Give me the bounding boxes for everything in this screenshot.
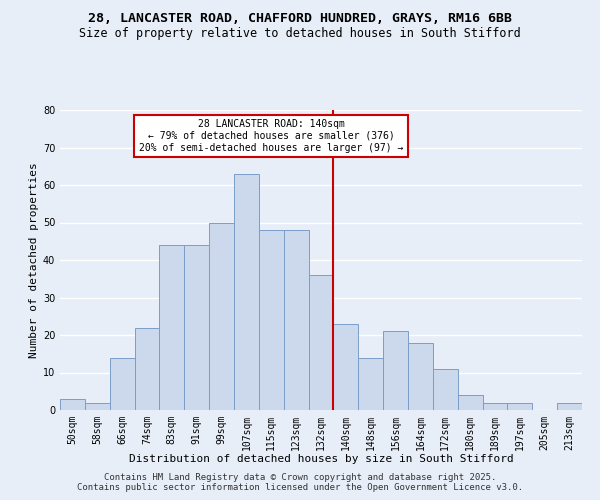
Bar — [110, 358, 134, 410]
Bar — [184, 245, 209, 410]
Bar — [85, 402, 110, 410]
Bar — [209, 222, 234, 410]
Y-axis label: Number of detached properties: Number of detached properties — [29, 162, 38, 358]
Bar — [408, 342, 433, 410]
Bar — [557, 402, 582, 410]
Bar — [358, 358, 383, 410]
Bar — [284, 230, 308, 410]
Bar — [383, 331, 408, 410]
Bar — [334, 324, 358, 410]
Text: Size of property relative to detached houses in South Stifford: Size of property relative to detached ho… — [79, 28, 521, 40]
Bar — [508, 402, 532, 410]
X-axis label: Distribution of detached houses by size in South Stifford: Distribution of detached houses by size … — [128, 454, 514, 464]
Bar — [482, 402, 508, 410]
Bar — [259, 230, 284, 410]
Text: Contains HM Land Registry data © Crown copyright and database right 2025.
Contai: Contains HM Land Registry data © Crown c… — [77, 473, 523, 492]
Text: 28 LANCASTER ROAD: 140sqm
← 79% of detached houses are smaller (376)
20% of semi: 28 LANCASTER ROAD: 140sqm ← 79% of detac… — [139, 120, 403, 152]
Bar — [160, 245, 184, 410]
Text: 28, LANCASTER ROAD, CHAFFORD HUNDRED, GRAYS, RM16 6BB: 28, LANCASTER ROAD, CHAFFORD HUNDRED, GR… — [88, 12, 512, 26]
Bar — [234, 174, 259, 410]
Bar — [433, 369, 458, 410]
Bar — [458, 395, 482, 410]
Bar — [308, 275, 334, 410]
Bar — [134, 328, 160, 410]
Bar — [60, 399, 85, 410]
